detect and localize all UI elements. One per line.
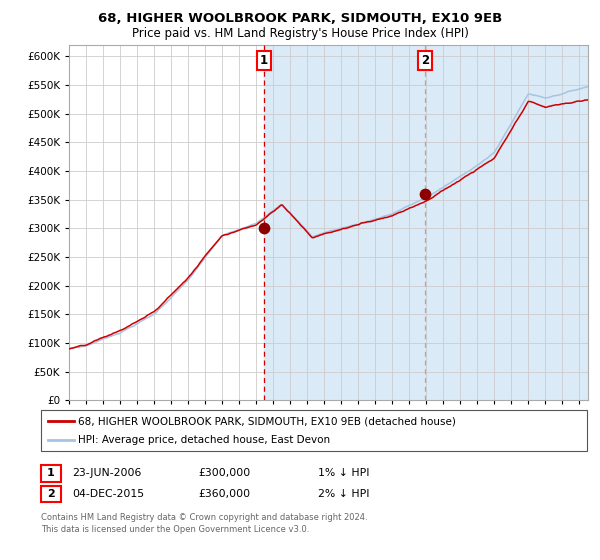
Text: 1: 1 — [260, 54, 268, 67]
Point — [259, 224, 269, 233]
Text: 68, HIGHER WOOLBROOK PARK, SIDMOUTH, EX10 9EB (detached house): 68, HIGHER WOOLBROOK PARK, SIDMOUTH, EX1… — [78, 417, 456, 426]
Text: 2% ↓ HPI: 2% ↓ HPI — [318, 489, 370, 499]
Text: £300,000: £300,000 — [198, 468, 250, 478]
Text: Contains HM Land Registry data © Crown copyright and database right 2024.: Contains HM Land Registry data © Crown c… — [41, 514, 367, 522]
Point — [420, 189, 430, 198]
Text: This data is licensed under the Open Government Licence v3.0.: This data is licensed under the Open Gov… — [41, 525, 309, 534]
Text: 2: 2 — [421, 54, 429, 67]
Text: 68, HIGHER WOOLBROOK PARK, SIDMOUTH, EX10 9EB: 68, HIGHER WOOLBROOK PARK, SIDMOUTH, EX1… — [98, 12, 502, 25]
Text: 04-DEC-2015: 04-DEC-2015 — [72, 489, 144, 499]
Text: 23-JUN-2006: 23-JUN-2006 — [72, 468, 142, 478]
Text: Price paid vs. HM Land Registry's House Price Index (HPI): Price paid vs. HM Land Registry's House … — [131, 27, 469, 40]
Text: 2: 2 — [47, 489, 55, 499]
Text: 1% ↓ HPI: 1% ↓ HPI — [318, 468, 370, 478]
Text: 1: 1 — [47, 468, 55, 478]
Text: £360,000: £360,000 — [198, 489, 250, 499]
Text: HPI: Average price, detached house, East Devon: HPI: Average price, detached house, East… — [78, 435, 330, 445]
Bar — [264, 45, 600, 400]
